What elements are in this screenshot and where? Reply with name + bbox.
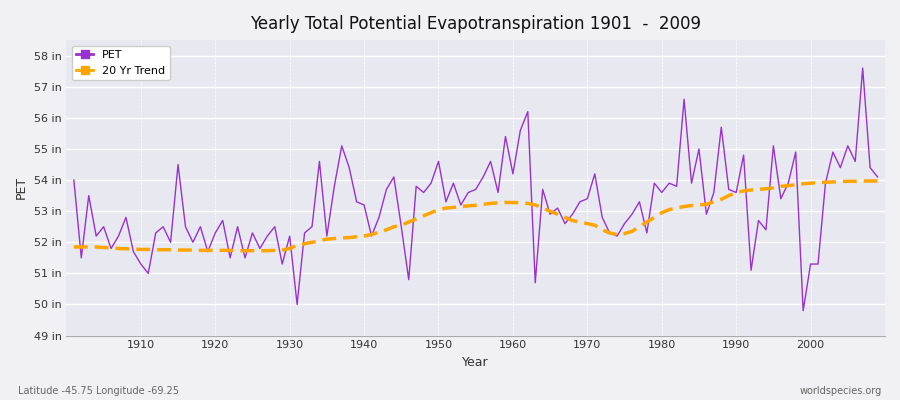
Y-axis label: PET: PET [15, 176, 28, 200]
Title: Yearly Total Potential Evapotranspiration 1901  -  2009: Yearly Total Potential Evapotranspiratio… [250, 15, 701, 33]
Text: Latitude -45.75 Longitude -69.25: Latitude -45.75 Longitude -69.25 [18, 386, 179, 396]
Text: worldspecies.org: worldspecies.org [800, 386, 882, 396]
Legend: PET, 20 Yr Trend: PET, 20 Yr Trend [72, 46, 169, 80]
X-axis label: Year: Year [463, 356, 489, 369]
